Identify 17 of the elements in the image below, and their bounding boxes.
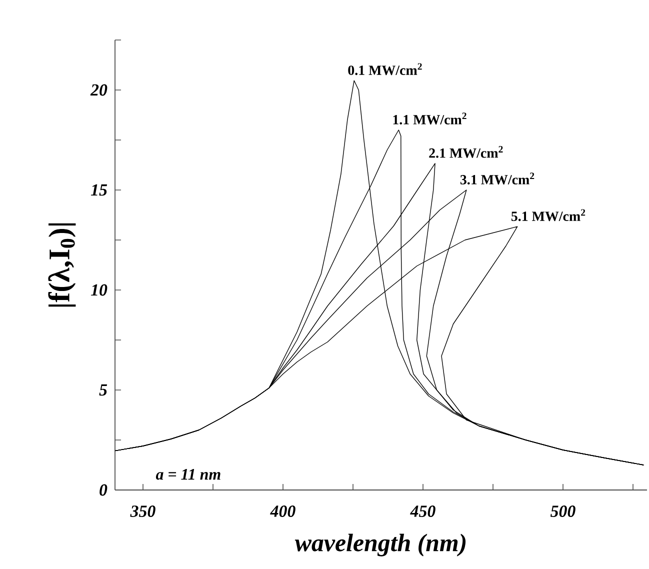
series-label: 2.1 MW/cm$^{2}$: [429, 146, 503, 158]
y-tick-label: 15: [90, 184, 108, 196]
y-axis-title: |f(λ,I$_{0}$)|: [48, 223, 76, 307]
series-label: 5.1 MW/cm$^{2}$: [511, 209, 586, 222]
series-label: 1.1 MW/cm$^{2}$: [393, 112, 466, 124]
y-tick-label: 10: [90, 284, 108, 296]
annotation: a = 11 nm: [156, 469, 220, 480]
x-axis-title: wavelength (nm): [294, 534, 466, 556]
y-tick-label: 0: [100, 484, 108, 496]
y-tick-label: 5: [99, 384, 108, 396]
series-label: 3.1 MW/cm$^{2}$: [460, 172, 534, 184]
y-tick-label: 20: [90, 84, 108, 96]
x-tick-label: 500: [550, 506, 576, 517]
x-tick-label: 450: [410, 506, 436, 517]
x-tick-label: 400: [270, 506, 296, 517]
x-tick-label: 350: [130, 506, 156, 517]
series-label: 0.1 MW/cm$^{2}$: [348, 63, 422, 76]
